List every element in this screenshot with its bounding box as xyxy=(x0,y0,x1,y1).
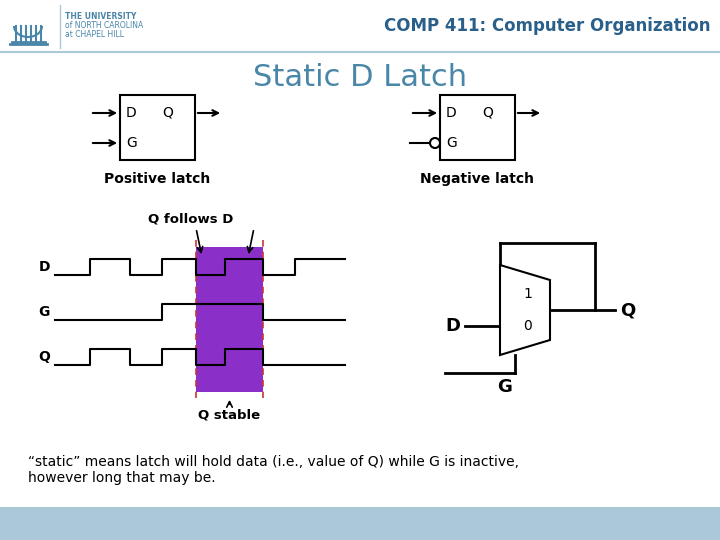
Bar xyxy=(196,247,263,392)
Text: THE UNIVERSITY: THE UNIVERSITY xyxy=(65,12,136,21)
Text: “static” means latch will hold data (i.e., value of Q) while G is inactive,
howe: “static” means latch will hold data (i.e… xyxy=(28,455,519,485)
Text: G: G xyxy=(446,136,456,150)
Text: 1: 1 xyxy=(523,287,532,301)
Text: Q: Q xyxy=(38,350,50,364)
Text: 0: 0 xyxy=(523,319,532,333)
Text: G: G xyxy=(126,136,137,150)
Text: D: D xyxy=(446,106,456,120)
Text: Q: Q xyxy=(482,106,493,120)
Text: Positive latch: Positive latch xyxy=(104,172,211,186)
Text: Q: Q xyxy=(162,106,173,120)
Polygon shape xyxy=(500,265,550,355)
Text: Q stable: Q stable xyxy=(199,408,261,421)
Text: G: G xyxy=(497,378,512,396)
Text: G: G xyxy=(39,305,50,319)
Text: Negative latch: Negative latch xyxy=(420,172,534,186)
Bar xyxy=(120,95,195,160)
Text: Q follows D: Q follows D xyxy=(148,212,233,225)
Text: D: D xyxy=(126,106,137,120)
Text: Static D Latch: Static D Latch xyxy=(253,63,467,92)
Text: at CHAPEL HILL: at CHAPEL HILL xyxy=(65,30,124,39)
Text: D: D xyxy=(38,260,50,274)
Bar xyxy=(0,507,720,540)
Bar xyxy=(440,95,515,160)
Text: D: D xyxy=(445,317,460,335)
Circle shape xyxy=(430,138,440,148)
Text: of NORTH CAROLINA: of NORTH CAROLINA xyxy=(65,21,143,30)
Text: Q: Q xyxy=(620,301,635,319)
Text: COMP 411: Computer Organization: COMP 411: Computer Organization xyxy=(384,17,710,35)
